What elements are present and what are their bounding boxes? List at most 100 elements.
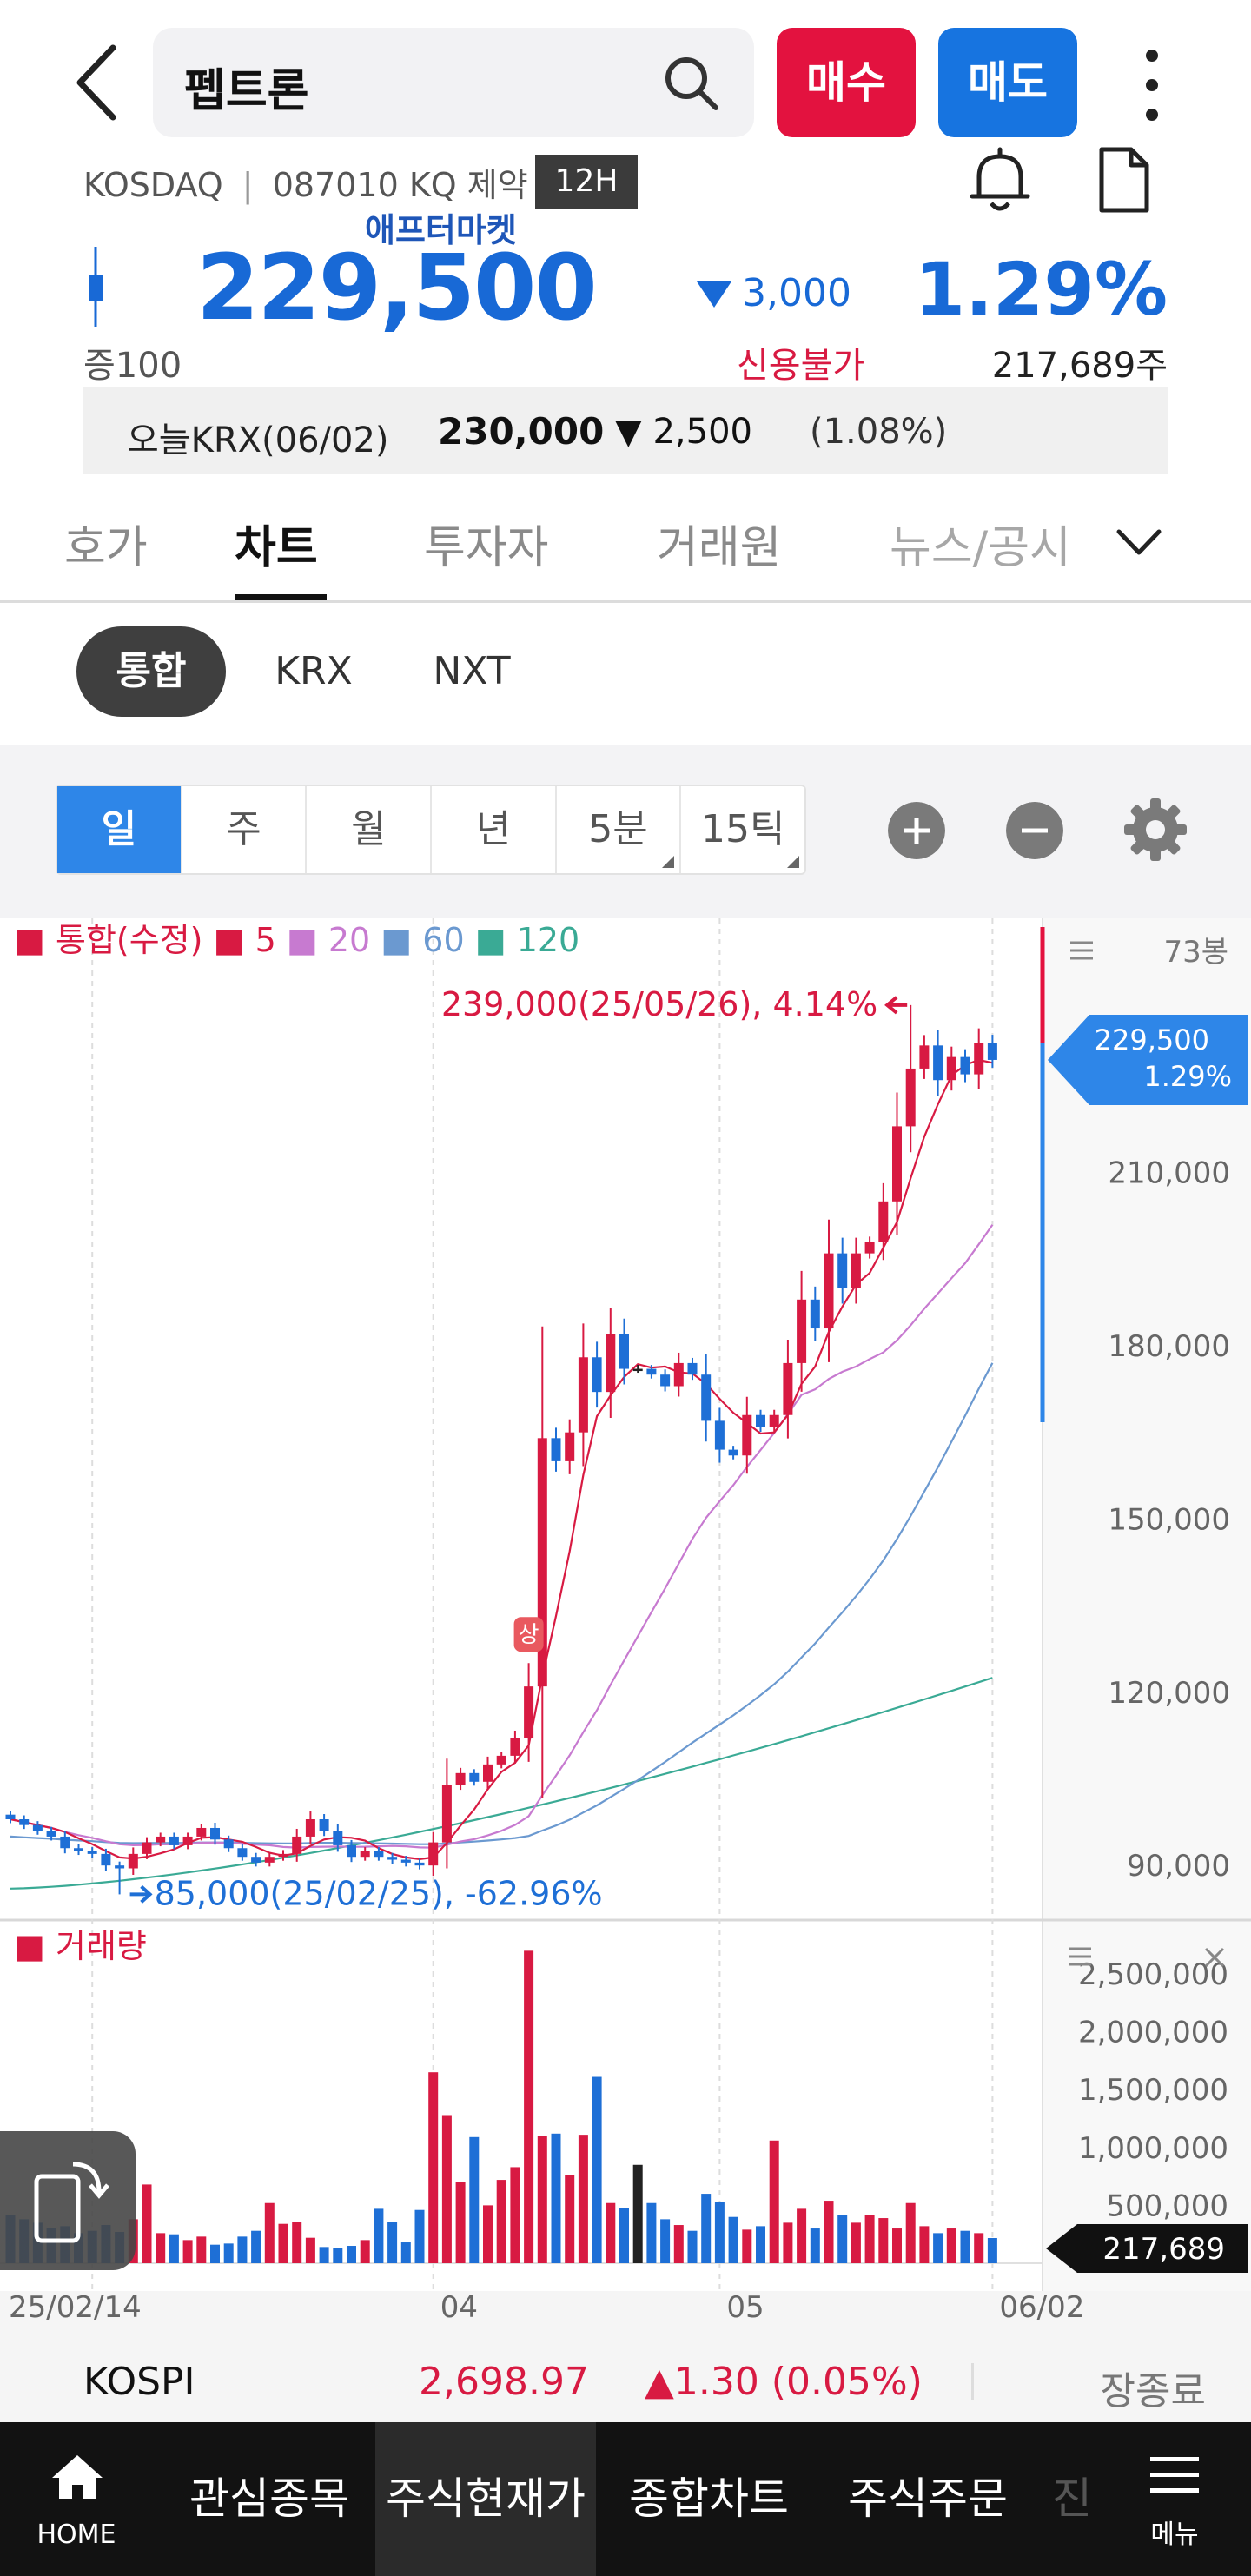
candle-body: [837, 1253, 848, 1288]
main-tab-bar: 호가 차트 투자자 거래원 뉴스/공시: [0, 487, 1251, 603]
volume-axis-label: 500,000: [1106, 2189, 1228, 2223]
date-axis-label: 05: [726, 2290, 764, 2325]
nav-home[interactable]: HOME: [0, 2422, 153, 2576]
nav-watchlist[interactable]: 관심종목: [189, 2473, 349, 2524]
market-status: 장종료: [1100, 2369, 1206, 2414]
period-5min-button[interactable]: 5분: [557, 786, 682, 873]
index-ticker-bar[interactable]: KOSPI 2,698.97 ▲1.30 (0.05%) 장종료: [0, 2341, 1251, 2422]
bell-icon[interactable]: [969, 146, 1031, 214]
market-integrated-button[interactable]: 통합: [76, 626, 226, 717]
candle-body: [565, 1432, 575, 1461]
period-week-button[interactable]: 주: [182, 786, 308, 873]
down-triangle-icon: [697, 281, 731, 308]
candle-body: [714, 1420, 725, 1450]
candle-body: [387, 1857, 398, 1860]
volume-bar: [824, 2201, 834, 2263]
volume-bar: [237, 2236, 248, 2263]
candle-body: [824, 1253, 834, 1329]
krx-change-percent: (1.08%): [810, 412, 948, 452]
gear-icon[interactable]: [1122, 797, 1188, 863]
search-box[interactable]: 펩트론: [153, 28, 754, 137]
volume-bar: [606, 2202, 616, 2263]
back-arrow-icon[interactable]: [68, 39, 129, 126]
search-input[interactable]: 펩트론: [184, 65, 309, 117]
candle-body: [987, 1043, 997, 1060]
candle-body: [632, 1368, 643, 1372]
candle-body: [510, 1738, 520, 1756]
volume-bar: [905, 2202, 916, 2263]
current-volume-tag-value: 217,689: [1102, 2232, 1225, 2267]
price-axis-label: 210,000: [1108, 1156, 1230, 1191]
nav-current-price[interactable]: 주식현재가: [375, 2422, 596, 2576]
volume-bar: [264, 2202, 275, 2263]
chart-legend[interactable]: ■ 통합(수정) ■ 5 ■ 20 ■ 60 ■ 120: [14, 921, 579, 959]
volume-bar: [510, 2167, 520, 2263]
period-year-button[interactable]: 년: [432, 786, 557, 873]
nav-home-label: HOME: [36, 2520, 116, 2550]
volume-bar: [223, 2243, 234, 2263]
zoom-out-icon[interactable]: [1006, 802, 1063, 859]
limit-up-badge: 상: [513, 1617, 544, 1652]
volume-menu-icon[interactable]: [1069, 1947, 1091, 1966]
sell-button[interactable]: 매도: [938, 28, 1077, 137]
period-15tick-button[interactable]: 15틱: [681, 786, 804, 873]
chevron-down-icon[interactable]: [1115, 525, 1162, 560]
close-icon[interactable]: [1204, 1947, 1225, 1968]
nav-combined-chart[interactable]: 종합차트: [629, 2473, 789, 2524]
volume-legend[interactable]: ■ 거래량: [14, 1927, 147, 1965]
tab-hoga[interactable]: 호가: [64, 522, 148, 574]
document-icon[interactable]: [1096, 146, 1152, 214]
volume-bar: [347, 2246, 356, 2263]
volume-bar: [673, 2225, 684, 2263]
more-options-icon[interactable]: [1129, 43, 1175, 127]
tab-chart[interactable]: 차트: [235, 522, 318, 574]
candlestick-series: [5, 1004, 997, 1895]
search-icon[interactable]: [662, 54, 721, 113]
volume-bar: [292, 2222, 302, 2263]
tab-broker[interactable]: 거래원: [657, 522, 782, 574]
candle-body: [115, 1865, 125, 1869]
volume-legend-label: 거래량: [56, 1927, 147, 1965]
krx-summary-row[interactable]: 오늘KRX(06/02) 230,000 ▼ 2,500 (1.08%): [83, 387, 1168, 474]
volume-bar: [892, 2228, 902, 2263]
volume-bar: [210, 2244, 220, 2263]
stock-chart[interactable]: 210,000 180,000 150,000 120,000 90,000 2,500,…: [0, 918, 1251, 2341]
legend-ma5: 5: [255, 921, 276, 959]
zoom-in-icon[interactable]: [888, 802, 945, 859]
legend-ma20: 20: [328, 921, 370, 959]
tab-news[interactable]: 뉴스/공시: [890, 522, 1071, 574]
candle-body: [864, 1242, 875, 1254]
market-nxt-button[interactable]: NXT: [433, 649, 511, 693]
nav-more-item[interactable]: 진: [1052, 2473, 1092, 2524]
current-price-tag-value: 229,500: [1095, 1023, 1209, 1056]
rotate-screen-button[interactable]: [0, 2131, 136, 2270]
volume-bar: [305, 2237, 315, 2263]
volume-bar: [714, 2202, 725, 2263]
date-axis-label: 25/02/14: [9, 2290, 142, 2325]
candle-body: [892, 1126, 902, 1202]
buy-button[interactable]: 매수: [777, 28, 916, 137]
legend-ma60: 60: [422, 921, 464, 959]
chart-canvas[interactable]: 210,000 180,000 150,000 120,000 90,000 2,500,…: [0, 918, 1251, 2341]
nav-menu-label: 메뉴: [1150, 2520, 1199, 2550]
price-axis-label: 120,000: [1108, 1676, 1230, 1711]
candle-body: [660, 1374, 671, 1387]
current-price: 229,500: [196, 235, 598, 341]
candle-body: [687, 1362, 698, 1375]
candle-body: [673, 1362, 684, 1387]
volume-bar: [632, 2164, 643, 2263]
period-label: 5분: [588, 807, 648, 851]
candle-body: [551, 1438, 561, 1461]
period-day-button[interactable]: 일: [57, 786, 182, 873]
volume-bar: [455, 2182, 466, 2263]
arrow-head: [140, 1884, 153, 1904]
nav-menu[interactable]: 메뉴: [1098, 2422, 1251, 2576]
index-change: ▲1.30 (0.05%): [645, 2360, 923, 2404]
volume-bar: [278, 2223, 288, 2263]
period-selector: 일 주 월 년 5분 15틱: [56, 785, 806, 875]
tab-investor[interactable]: 투자자: [424, 522, 549, 574]
chart-menu-icon[interactable]: [1070, 941, 1093, 960]
market-krx-button[interactable]: KRX: [275, 649, 353, 693]
nav-stock-order[interactable]: 주식주문: [848, 2473, 1008, 2524]
period-month-button[interactable]: 월: [307, 786, 433, 873]
